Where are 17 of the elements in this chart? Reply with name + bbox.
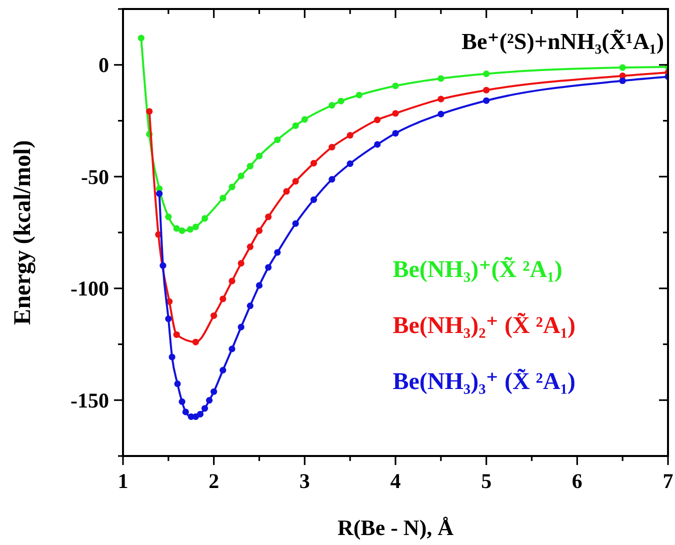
x-tick-label: 6 [572,469,582,493]
y-tick-label: -100 [70,276,109,301]
x-tick-label: 4 [390,469,402,493]
y-axis-title: Energy (kcal/mol) [10,140,36,325]
text: Be(NH₃)₂⁺ (X̃ ²A₁) [392,312,576,340]
y-tick-label: -150 [70,388,109,412]
x-tick-label: 5 [481,469,492,493]
x-tick-label: 7 [662,469,674,493]
x-tick-label: 3 [299,469,310,493]
x-tick-label: 1 [118,469,128,493]
x-axis-title: R(Be - N), Å [337,515,454,540]
text: Be(NH₃)⁺(X̃ ²A₁) [392,256,562,284]
text: Be(NH₃)₃⁺ (X̃ ²A₁) [392,368,576,396]
y-tick-label: 0 [98,53,109,78]
annotation: Be⁺(²S)+nNH₃(X̃¹A₁) [462,29,664,54]
y-tick-label: -50 [81,164,109,189]
x-tick-label: 2 [208,469,220,493]
